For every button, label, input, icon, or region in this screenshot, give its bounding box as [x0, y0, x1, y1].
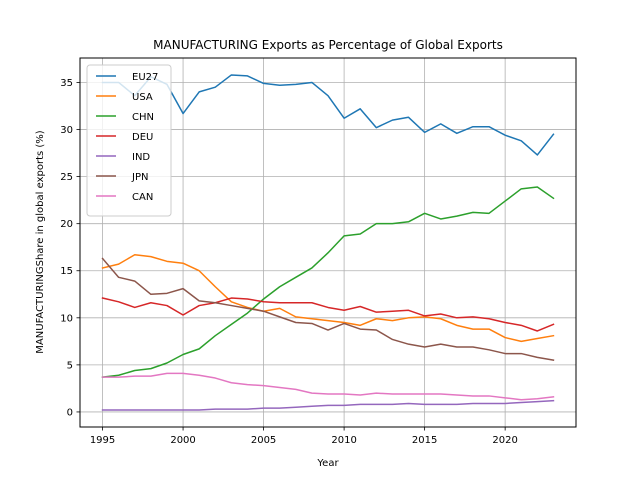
- series-line-ind: [101, 399, 555, 411]
- legend: EU27 USA CHN DEU IND JPN CAN: [86, 64, 172, 217]
- legend-label-eu27: EU27: [132, 72, 158, 83]
- y-tick-label: 5: [67, 360, 73, 371]
- legend-label-deu: DEU: [132, 132, 153, 143]
- y-tick-label: 10: [60, 313, 73, 324]
- plot-frame: [79, 57, 577, 428]
- x-tick-label: 2015: [412, 435, 437, 446]
- x-tick-label: 2010: [331, 435, 356, 446]
- legend-label-can: CAN: [132, 192, 153, 203]
- x-tick-label: 2005: [251, 435, 276, 446]
- y-axis-label: MANUFACTURINGShare in global exports (%): [35, 130, 46, 353]
- y-tick-label: 15: [60, 266, 73, 277]
- x-tick-label: 2000: [170, 435, 195, 446]
- legend-label-ind: IND: [132, 152, 150, 163]
- y-tick-label: 30: [60, 125, 73, 136]
- legend-label-chn: CHN: [132, 112, 154, 123]
- y-tick-label: 35: [60, 78, 73, 89]
- chart-title: MANUFACTURING Exports as Percentage of G…: [153, 38, 503, 52]
- y-tick-label: 25: [60, 172, 73, 183]
- series-line-deu: [101, 297, 555, 332]
- x-tick-label: 1995: [90, 435, 115, 446]
- y-tick-label: 20: [60, 219, 73, 230]
- series-line-usa: [101, 253, 555, 343]
- legend-label-jpn: JPN: [131, 172, 148, 183]
- series-line-can: [101, 372, 555, 401]
- legend-label-usa: USA: [132, 92, 153, 103]
- x-axis-label: Year: [316, 458, 339, 469]
- x-tick-label: 2020: [492, 435, 517, 446]
- series-line-eu27: [101, 74, 555, 156]
- series-line-chn: [101, 186, 555, 378]
- series-lines: [101, 74, 555, 411]
- y-axis-ticks: 0 5 10 15 20 25 30 35: [60, 78, 80, 418]
- legend-box: [86, 64, 172, 217]
- series-line-jpn: [101, 257, 555, 362]
- y-tick-label: 0: [67, 407, 73, 418]
- x-axis-ticks: 1995 2000 2005 2010 2015 2020: [90, 427, 518, 446]
